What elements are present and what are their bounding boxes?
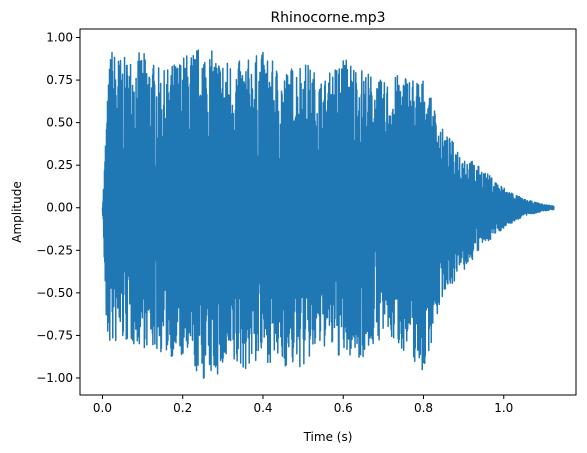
y-tick-label: −0.50	[36, 286, 73, 300]
y-tick-label: −0.25	[36, 243, 73, 257]
chart-title: Rhinocorne.mp3	[270, 10, 385, 26]
x-tick-label: 0.0	[93, 401, 112, 415]
y-tick-label: 0.50	[46, 116, 73, 130]
axis-ticks: 0.0 0.2 0.4 0.6 0.8 1.0 −1.00 −0.75 −0.50 −0.25 0.…	[36, 31, 513, 415]
y-tick-label: 0.25	[46, 158, 73, 172]
waveform-series	[101, 49, 555, 379]
y-tick-label: −0.75	[36, 328, 73, 342]
x-tick-label: 0.8	[414, 401, 433, 415]
y-tick-label: 0.75	[46, 73, 73, 87]
x-tick-label: 0.2	[173, 401, 192, 415]
x-tick-label: 0.4	[253, 401, 272, 415]
plot-frame	[79, 28, 577, 396]
y-axis-label: Amplitude	[10, 181, 24, 243]
x-tick-label: 1.0	[494, 401, 513, 415]
y-tick-label: 0.00	[46, 201, 73, 215]
y-tick-label: 1.00	[46, 31, 73, 45]
waveform-line	[101, 49, 555, 379]
x-tick-label: 0.6	[334, 401, 353, 415]
x-axis-label: Time (s)	[303, 430, 353, 444]
y-tick-label: −1.00	[36, 371, 73, 385]
